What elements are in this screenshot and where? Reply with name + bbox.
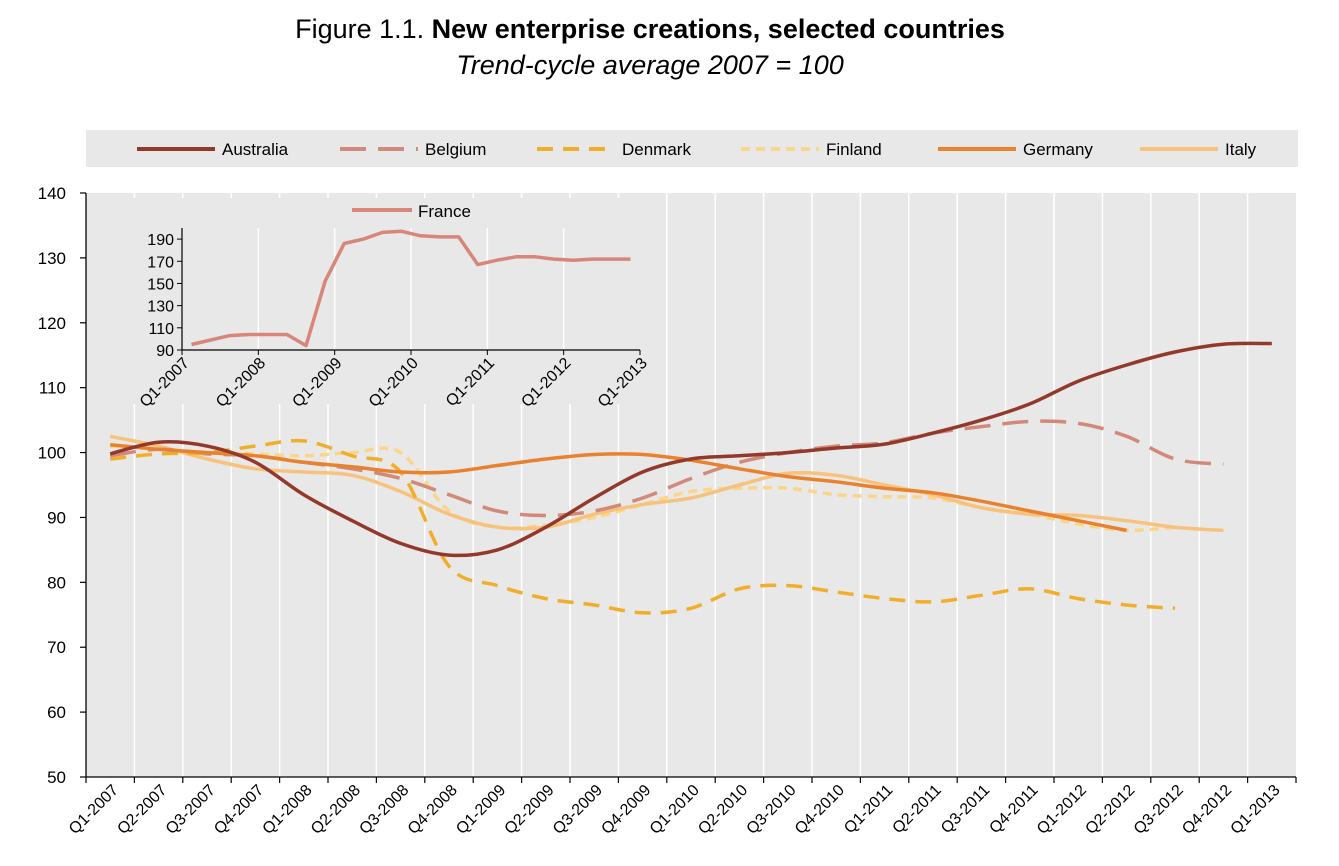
- inset-y-tick-label: 130: [147, 299, 174, 316]
- x-tick-label: Q4-2007: [211, 782, 267, 838]
- inset-legend-label: France: [418, 202, 471, 221]
- y-tick-label: 140: [38, 184, 66, 203]
- legend-label: Denmark: [622, 140, 691, 159]
- legend-label: Australia: [222, 140, 289, 159]
- x-tick-label: Q3-2009: [550, 782, 606, 838]
- inset-y-tick-label: 90: [156, 343, 174, 360]
- x-tick-label: Q2-2009: [502, 782, 558, 838]
- legend-label: Italy: [1225, 140, 1257, 159]
- y-tick-label: 50: [47, 768, 66, 787]
- x-tick-label: Q4-2008: [405, 782, 461, 838]
- x-tick-label: Q1-2013: [1228, 782, 1284, 838]
- inset-y-tick-label: 170: [147, 254, 174, 271]
- series-line-denmark: [110, 438, 1176, 615]
- x-tick-label: Q2-2007: [114, 782, 170, 838]
- y-tick-label: 90: [47, 508, 66, 527]
- inset-y-tick-label: 190: [147, 232, 174, 249]
- inset-y-tick-label: 110: [148, 321, 174, 338]
- x-tick-label: Q1-2007: [66, 782, 122, 838]
- y-tick-label: 100: [38, 444, 66, 463]
- x-tick-label: Q1-2010: [647, 782, 703, 838]
- series-line-australia: [109, 341, 1272, 558]
- x-tick-label: Q3-2007: [163, 782, 219, 838]
- x-tick-label: Q3-2011: [938, 782, 993, 837]
- x-tick-label: Q4-2009: [598, 782, 654, 838]
- inset-y-tick-label: 150: [147, 276, 174, 293]
- x-tick-label: Q1-2008: [260, 782, 316, 838]
- x-tick-label: Q4-2010: [792, 782, 848, 838]
- series-line-italy: [109, 434, 1224, 533]
- x-tick-label: Q1-2012: [1034, 782, 1090, 838]
- chart-title: Figure 1.1. New enterprise creations, se…: [0, 14, 1300, 45]
- title-prefix: Figure 1.1.: [295, 14, 425, 44]
- x-tick-label: Q3-2010: [744, 782, 800, 838]
- x-tick-label: Q3-2012: [1131, 782, 1187, 838]
- x-tick-label: Q2-2008: [308, 782, 364, 838]
- x-tick-label: Q2-2012: [1082, 782, 1138, 838]
- y-tick-label: 70: [47, 638, 66, 657]
- x-tick-label: Q1-2011: [841, 782, 896, 837]
- y-tick-label: 60: [47, 703, 66, 722]
- y-tick-label: 80: [47, 573, 66, 592]
- series-line-germany: [110, 443, 1127, 533]
- chart-subtitle: Trend-cycle average 2007 = 100: [456, 50, 844, 80]
- legend-label: Germany: [1023, 140, 1093, 159]
- y-tick-label: 110: [39, 379, 66, 398]
- x-tick-label: Q3-2008: [356, 782, 412, 838]
- y-tick-label: 120: [38, 314, 66, 333]
- legend-label: Belgium: [425, 140, 486, 159]
- x-tick-label: Q1-2009: [453, 782, 509, 838]
- x-tick-label: Q2-2010: [695, 782, 751, 838]
- title-main: New enterprise creations, selected count…: [431, 14, 1005, 44]
- x-tick-label: Q4-2011: [986, 782, 1041, 837]
- y-tick-label: 130: [38, 249, 66, 268]
- x-tick-label: Q4-2012: [1179, 782, 1235, 838]
- series-line-france: [191, 229, 631, 348]
- x-tick-label: Q2-2011: [890, 782, 945, 837]
- legend-label: Finland: [826, 140, 882, 159]
- legend-box: [86, 130, 1298, 167]
